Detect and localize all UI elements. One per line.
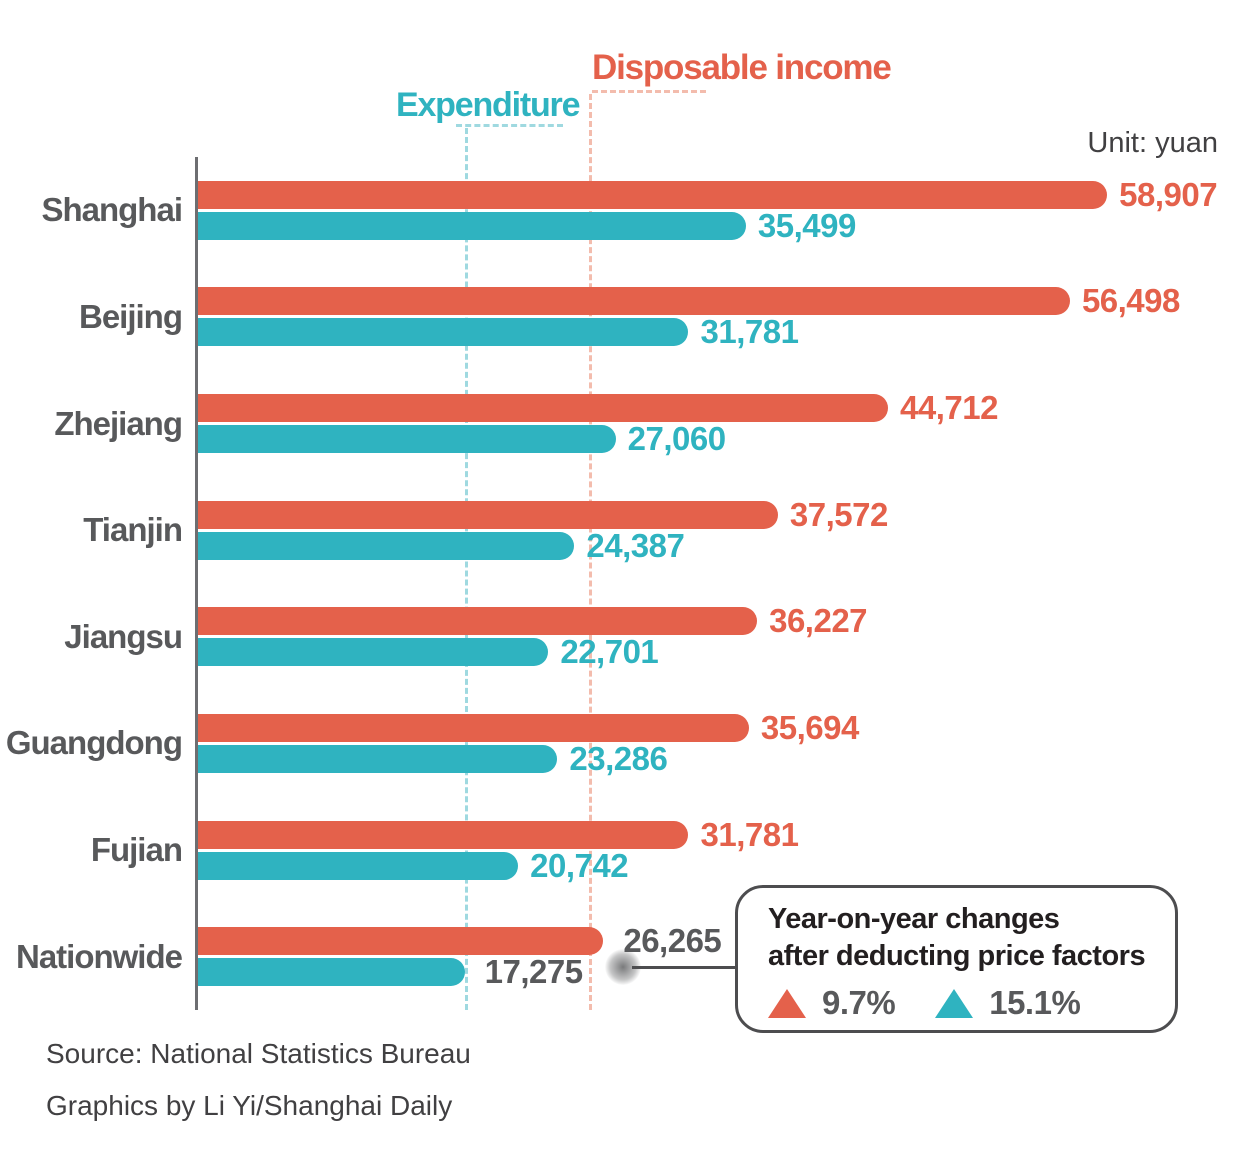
expenditure-value: 23,286 [569,739,668,777]
expenditure-value: 20,742 [530,846,629,884]
region-label: Beijing [78,297,183,335]
expenditure-value: 22,701 [560,633,659,671]
expenditure-value: 35,499 [757,206,856,244]
income-bar [198,500,778,529]
income-reference-line [589,94,592,1010]
expenditure-bar-line: 24,387 [198,527,1124,564]
expenditure-bar [198,531,575,560]
expenditure-value: 31,781 [700,313,799,351]
income-value: 44,712 [900,389,998,427]
expenditure-bar [198,958,465,987]
chart-row: Tianjin 37,572 24,387 [83,477,1124,584]
expenditure-series-title: Expenditure [396,86,580,124]
plot-area: Shanghai 58,907 35,499 Beijing 56,498 31… [6,157,1218,1010]
region-label: Fujian [90,831,183,869]
income-bar [198,820,689,849]
income-bar-line: 44,712 [198,389,1124,426]
income-bar-line: 56,498 [198,282,1180,319]
income-bar-line: 31,781 [198,816,1124,853]
income-value: 36,227 [769,602,868,640]
income-value: 35,694 [760,708,859,746]
expenditure-bar-line: 27,060 [198,420,1124,457]
chart-row: Jiangsu 36,227 22,701 [64,584,1124,691]
region-label: Shanghai [41,191,183,229]
expenditure-change-value: 15.1% [989,984,1081,1021]
income-change-value: 9.7% [822,984,896,1021]
income-bar [198,927,604,956]
chart-rows: Shanghai 58,907 35,499 Beijing 56,498 31… [6,157,1218,1010]
legend-box: Year-on-year changes after deducting pri… [735,885,1178,1033]
income-value: 58,907 [1119,175,1218,213]
expenditure-bar [198,638,549,667]
chart-row: Beijing 56,498 31,781 [79,264,1180,371]
income-value: 26,265 [623,922,722,960]
expenditure-bar-line: 22,701 [198,633,1124,670]
legend-note-line2: after deducting price factors [768,940,1146,972]
region-label: Nationwide [15,937,183,975]
chart-row: Nationwide 26,265 17,275 [16,903,1124,1010]
expenditure-bar-line: 35,499 [198,207,1124,244]
expenditure-title-dashed-underline [456,124,563,127]
income-bar [198,394,889,423]
income-bar [198,607,758,636]
expenditure-bar [198,851,519,880]
expenditure-bar-line: 20,742 [198,847,1124,884]
region-label: Zhejiang [54,404,183,442]
region-label: Tianjin [83,511,183,549]
region-label: Guangdong [5,724,183,762]
expenditure-value: 27,060 [627,420,726,458]
legend-values-row: 9.7% 15.1% [768,984,1165,1022]
chart-row: Guangdong 35,694 23,286 [6,690,1124,797]
chart-row: Fujian 31,781 20,742 [91,797,1124,904]
income-bar-line: 35,694 [198,709,1124,746]
expenditure-value: 17,275 [484,953,583,991]
callout-line [632,966,737,969]
income-value: 37,572 [789,495,888,533]
income-bar-line: 26,265 [198,922,1124,959]
legend-note: Year-on-year changes after deducting pri… [768,901,1165,975]
chart-row: Shanghai 58,907 35,499 [41,157,1218,264]
expenditure-bar [198,318,689,347]
income-title-dashed-underline [592,90,706,93]
income-bar-line: 36,227 [198,602,1124,639]
expenditure-value: 24,387 [586,526,685,564]
expenditure-bar-line: 17,275 [198,953,1124,990]
expenditure-bar [198,425,616,454]
credit-line: Graphics by Li Yi/Shanghai Daily [46,1090,453,1121]
y-axis-line [195,157,198,1010]
income-value: 31,781 [700,815,799,853]
income-bar-line: 58,907 [198,176,1218,213]
income-bar [198,287,1070,316]
expenditure-bar [198,211,746,240]
chart-row: Zhejiang 44,712 27,060 [54,370,1124,477]
income-bar-line: 37,572 [198,496,1124,533]
income-series-title: Disposable income [592,48,892,87]
income-value: 56,498 [1081,282,1180,320]
expenditure-bar-line: 23,286 [198,740,1124,777]
legend-note-line1: Year-on-year changes [768,903,1060,935]
expenditure-reference-line [465,128,468,1010]
up-triangle-income-icon [768,988,806,1018]
income-bar [198,180,1108,209]
expenditure-bar-line: 31,781 [198,313,1124,350]
region-label: Jiangsu [64,617,183,655]
expenditure-bar [198,744,558,773]
up-triangle-expenditure-icon [935,988,974,1018]
source-line: Source: National Statistics Bureau [46,1038,471,1069]
unit-label: Unit: yuan [1087,127,1218,159]
income-bar [198,713,749,742]
